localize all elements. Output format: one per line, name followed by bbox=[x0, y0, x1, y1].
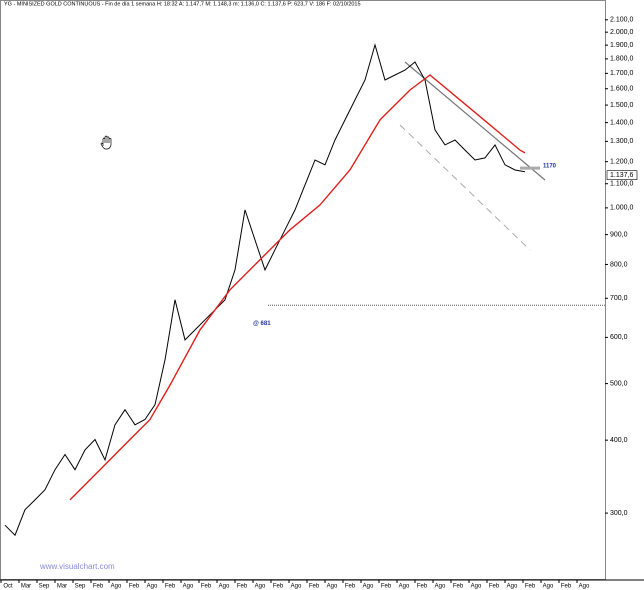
x-tick-label: Feb bbox=[93, 584, 104, 590]
x-tick-label: Ago bbox=[219, 584, 230, 590]
x-tick-label: Feb bbox=[309, 584, 320, 590]
x-tick-label: Oct bbox=[3, 584, 13, 590]
annotation: 1170 bbox=[543, 164, 557, 170]
y-tick-label: 2.000,0 bbox=[610, 29, 633, 36]
y-tick-label: 1.600,0 bbox=[610, 86, 633, 93]
x-tick-label: Feb bbox=[417, 584, 428, 590]
y-tick-label: 1.800,0 bbox=[610, 56, 633, 63]
y-tick-label: 400,0 bbox=[610, 437, 628, 444]
x-tick-label: Ago bbox=[183, 584, 194, 590]
y-tick-label: 1.400,0 bbox=[610, 119, 633, 126]
y-tick-label: 1.900,0 bbox=[610, 42, 633, 49]
x-tick-label: Mar bbox=[57, 584, 67, 590]
y-tick-label: 800,0 bbox=[610, 261, 628, 268]
y-tick-label: 1.500,0 bbox=[610, 102, 633, 109]
x-tick-label: Sep bbox=[39, 584, 50, 590]
y-tick-label: 1.000,0 bbox=[610, 205, 633, 212]
y-tick-label: 1.300,0 bbox=[610, 138, 633, 145]
x-tick-label: Ago bbox=[399, 584, 410, 590]
x-tick-label: Ago bbox=[291, 584, 302, 590]
x-tick-label: Ago bbox=[147, 584, 158, 590]
x-tick-label: Feb bbox=[489, 584, 500, 590]
x-tick-label: Feb bbox=[273, 584, 284, 590]
x-tick-label: Feb bbox=[381, 584, 392, 590]
chart-title: YG - MINISIZED GOLD CONTINUOUS - Fin de … bbox=[4, 1, 361, 7]
x-tick-label: Feb bbox=[453, 584, 464, 590]
y-tick-label: 300,0 bbox=[610, 510, 628, 517]
y-tick-label: 500,0 bbox=[610, 380, 628, 387]
x-tick-label: Ago bbox=[579, 584, 590, 590]
y-tick-label: 2.100,0 bbox=[610, 17, 633, 24]
x-tick-label: Ago bbox=[507, 584, 518, 590]
y-tick-label: 600,0 bbox=[610, 334, 628, 341]
trend-line bbox=[404, 61, 546, 181]
x-tick-label: Sep bbox=[75, 584, 86, 590]
x-tick-label: Ago bbox=[111, 584, 122, 590]
y-tick-label: 900,0 bbox=[610, 231, 628, 238]
y-tick-label: 1.100,0 bbox=[610, 181, 633, 188]
x-tick-label: Ago bbox=[471, 584, 482, 590]
watermark: www.visualchart.com bbox=[39, 562, 115, 571]
x-tick-label: Ago bbox=[435, 584, 446, 590]
y-tick-label: 700,0 bbox=[610, 295, 628, 302]
price-line bbox=[4, 43, 526, 537]
last-price-tag bbox=[606, 170, 638, 180]
x-tick-label: Feb bbox=[237, 584, 248, 590]
x-tick-label: Feb bbox=[345, 584, 356, 590]
last-price-label: 1.137,6 bbox=[610, 172, 633, 179]
x-tick-label: Ago bbox=[327, 584, 338, 590]
x-tick-label: Feb bbox=[525, 584, 536, 590]
x-tick-label: Feb bbox=[165, 584, 176, 590]
hand-cursor bbox=[100, 135, 112, 150]
x-tick-label: Feb bbox=[561, 584, 572, 590]
x-tick-label: Feb bbox=[201, 584, 212, 590]
annotation: @ 681 bbox=[253, 321, 271, 327]
x-tick-label: Mar bbox=[21, 584, 31, 590]
y-tick-label: 1.700,0 bbox=[610, 70, 633, 77]
x-tick-label: Ago bbox=[255, 584, 266, 590]
y-tick-label: 1.200,0 bbox=[610, 159, 633, 166]
x-tick-label: Ago bbox=[363, 584, 374, 590]
channel-line bbox=[399, 124, 531, 251]
x-tick-label: Ago bbox=[543, 584, 554, 590]
x-tick-label: Feb bbox=[129, 584, 140, 590]
moving-average bbox=[69, 74, 526, 501]
